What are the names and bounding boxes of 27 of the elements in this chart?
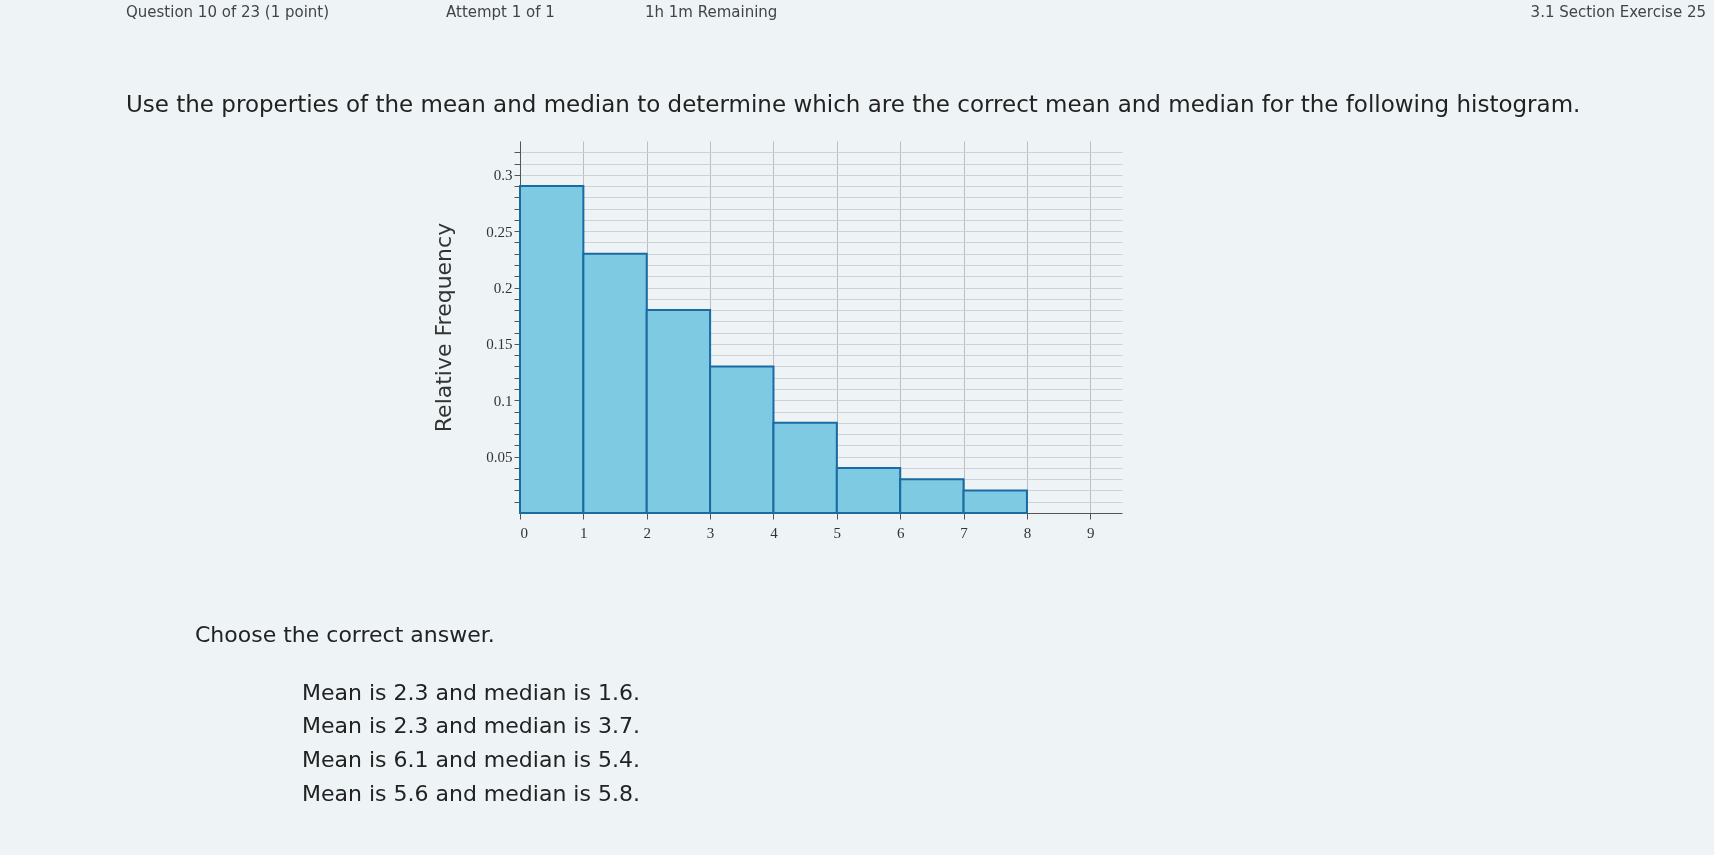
text: 1h 1m Remaining xyxy=(645,3,778,21)
text: Attempt 1 of 1 xyxy=(446,3,555,21)
y-tick-label: 0.15 xyxy=(486,336,513,353)
chart-title: Use the properties of the mean and median to determine which are the correct mean and median for the following histogram. xyxy=(126,91,1581,117)
x-tick-label: 3 xyxy=(706,524,715,541)
text: Mean is 2.3 and median is 1.6. xyxy=(302,680,640,705)
x-tick-label: 8 xyxy=(1023,524,1032,541)
text: Mean is 2.3 and median is 3.7. xyxy=(302,713,640,738)
text: Mean is 6.1 and median is 5.4. xyxy=(302,747,640,772)
y-tick-label: 0.25 xyxy=(486,223,513,240)
x-tick-label: 1 xyxy=(580,524,588,541)
x-tick-label: 0 xyxy=(520,524,528,541)
x-tick-label: 5 xyxy=(833,524,842,541)
y-axis-title: Relative Frequency xyxy=(431,222,457,433)
y-tick-label: 0.2 xyxy=(493,280,513,297)
x-tick-label: 4 xyxy=(770,524,779,541)
text: Question 10 of 23 (1 point) xyxy=(126,3,330,21)
y-tick-label: 0.05 xyxy=(486,449,513,466)
text: Mean is 5.6 and median is 5.8. xyxy=(302,781,640,806)
text: Choose the correct answer. xyxy=(195,622,495,647)
y-tick-label: 0.1 xyxy=(493,392,513,409)
x-tick-label: 7 xyxy=(960,524,969,541)
x-tick-label: 6 xyxy=(896,524,905,541)
x-tick-label: 9 xyxy=(1087,524,1095,541)
x-tick-label: 2 xyxy=(643,524,651,541)
y-tick-label: 0.3 xyxy=(493,167,513,184)
text: 3.1 Section Exercise 25 xyxy=(1530,3,1706,21)
